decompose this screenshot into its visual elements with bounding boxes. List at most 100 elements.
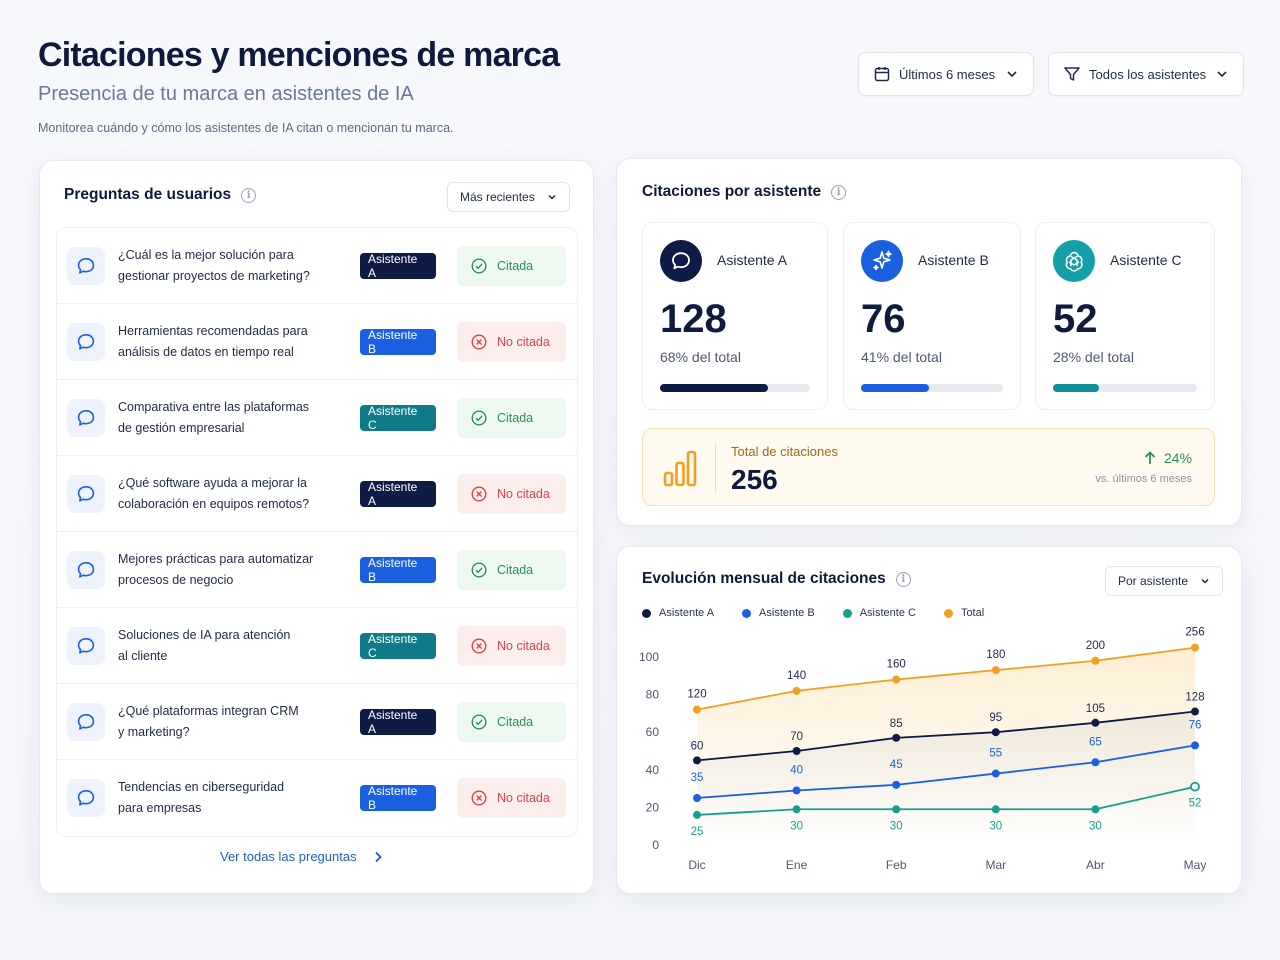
citation-status-label: No citada xyxy=(497,791,550,805)
question-row[interactable]: ¿Qué plataformas integran CRM y marketing… xyxy=(57,684,577,760)
data-label: 105 xyxy=(1086,703,1105,715)
question-row[interactable]: Comparativa entre las plataformas de gest… xyxy=(57,380,577,456)
chevron-down-icon xyxy=(547,192,557,202)
sort-dropdown[interactable]: Más recientes xyxy=(447,182,570,212)
question-line: procesos de negocio xyxy=(118,572,234,587)
x-circle-icon xyxy=(471,333,487,350)
assistant-card[interactable]: Asistente A 128 68% del total xyxy=(642,222,828,410)
data-point xyxy=(892,733,901,742)
question-line: para empresas xyxy=(118,801,202,815)
sparkle-icon xyxy=(861,240,903,282)
question-text: Mejores prácticas para automatizar proces… xyxy=(118,549,338,591)
question-line: de gestión empresarial xyxy=(118,420,245,435)
questions-list-inner: ¿Cuál es la mejor solución para gestionar… xyxy=(56,227,578,837)
question-row[interactable]: Soluciones de IA para atención al cliente… xyxy=(57,608,577,684)
citation-status: Citada xyxy=(457,701,566,742)
data-label: 120 xyxy=(687,689,706,701)
chevron-down-icon xyxy=(1200,576,1210,586)
assistant-name: Asistente C xyxy=(1110,252,1182,268)
user-questions-card: Preguntas de usuarios i Más recientes ¿C… xyxy=(39,160,594,894)
citation-status-label: No citada xyxy=(497,334,550,349)
question-text: Soluciones de IA para atención al cliente xyxy=(118,625,338,667)
legend-dot xyxy=(742,608,752,618)
evolution-title: Evolución mensual de citaciones i xyxy=(642,570,911,588)
assistant-badge: Asistente B xyxy=(360,556,436,584)
citations-title-text: Citaciones por asistente xyxy=(642,183,822,200)
legend-dot xyxy=(842,608,852,618)
data-label: 95 xyxy=(989,712,1002,724)
info-icon[interactable]: i xyxy=(241,187,257,203)
question-row[interactable]: Mejores prácticas para automatizar proces… xyxy=(57,532,577,608)
openai-knot-icon xyxy=(1053,240,1095,282)
chat-bubble-icon xyxy=(67,702,105,741)
bar-chart-icon xyxy=(663,449,697,492)
assistant-name: Asistente A xyxy=(717,252,788,268)
assistant-card[interactable]: Asistente B 76 41% del total xyxy=(843,222,1021,410)
question-row[interactable]: Tendencias en ciberseguridad para empresa… xyxy=(57,760,577,836)
question-text: ¿Qué plataformas integran CRM y marketing… xyxy=(118,701,338,743)
period-filter-dropdown[interactable]: Últimos 6 meses xyxy=(858,52,1034,96)
chat-bubble-icon xyxy=(660,240,702,282)
question-row[interactable]: ¿Qué software ayuda a mejorar la colabora… xyxy=(57,456,577,532)
x-circle-icon xyxy=(471,637,487,654)
user-questions-title: Preguntas de usuarios i xyxy=(64,186,257,204)
data-label: 128 xyxy=(1185,692,1204,704)
assistant-badge: Asistente A xyxy=(360,252,436,280)
question-line: Comparativa entre las plataformas xyxy=(118,399,310,414)
y-tick-label: 0 xyxy=(652,838,659,852)
chart-legend: Asistente A Asistente B Asistente C Total xyxy=(642,607,1012,619)
assistant-badge: Asistente B xyxy=(360,328,436,356)
assistants-filter-dropdown[interactable]: Todos los asistentes xyxy=(1048,52,1244,96)
page-description: Monitorea cuándo y cómo los asistentes d… xyxy=(38,121,454,135)
question-text: ¿Cuál es la mejor solución para gestionar… xyxy=(118,245,338,287)
question-row[interactable]: Herramientas recomendadas para análisis d… xyxy=(57,304,577,380)
data-point xyxy=(693,810,701,819)
user-questions-title-text: Preguntas de usuarios xyxy=(64,186,232,203)
data-point xyxy=(693,756,701,765)
total-citations-box: Total de citaciones 256 24% vs. últimos … xyxy=(642,428,1215,506)
see-all-questions-label: Ver todas las preguntas xyxy=(220,849,357,864)
question-row[interactable]: ¿Cuál es la mejor solución para gestionar… xyxy=(57,228,577,304)
data-label: 85 xyxy=(890,718,903,730)
share-bar-fill xyxy=(1053,384,1099,392)
total-change-value: 24% xyxy=(1163,450,1192,466)
legend-item[interactable]: Total xyxy=(943,607,985,619)
x-circle-icon xyxy=(471,790,487,806)
x-tick-label: Abr xyxy=(1086,858,1105,872)
question-line: colaboración en equipos remotos? xyxy=(118,496,310,511)
check-circle-icon xyxy=(471,713,487,730)
info-icon[interactable]: i xyxy=(895,571,911,587)
data-label: 256 xyxy=(1185,627,1204,639)
group-by-dropdown[interactable]: Por asistente xyxy=(1105,566,1224,596)
data-point xyxy=(1091,805,1100,814)
citation-status-label: No citada xyxy=(497,638,550,653)
y-tick-label: 40 xyxy=(646,763,660,777)
data-point xyxy=(892,675,901,684)
data-point xyxy=(991,666,1000,675)
citation-status: No citada xyxy=(457,321,566,362)
legend-dot xyxy=(642,608,651,618)
x-tick-label: Feb xyxy=(886,858,907,872)
filter-icon xyxy=(1063,65,1081,83)
assistant-count: 76 xyxy=(861,297,906,341)
legend-item[interactable]: Asistente C xyxy=(842,607,916,619)
chat-bubble-icon xyxy=(67,322,105,361)
assistants-filter-label: Todos los asistentes xyxy=(1089,66,1207,82)
series-line-asistente-c xyxy=(696,785,1196,816)
citation-status-label: Citada xyxy=(497,562,534,577)
data-label: 55 xyxy=(989,748,1002,760)
share-bar-fill xyxy=(861,384,929,392)
legend-item[interactable]: Asistente A xyxy=(642,607,714,619)
data-point xyxy=(1191,643,1199,652)
legend-label: Total xyxy=(960,607,985,619)
calendar-icon xyxy=(873,65,891,83)
series-line-asistente-a xyxy=(696,710,1196,762)
see-all-questions-link[interactable]: Ver todas las preguntas xyxy=(220,849,383,864)
info-icon[interactable]: i xyxy=(831,184,847,200)
data-label: 30 xyxy=(790,820,803,832)
legend-label: Asistente A xyxy=(659,607,715,619)
assistant-card[interactable]: Asistente C 52 28% del total xyxy=(1035,222,1215,410)
question-line: Herramientas recomendadas para xyxy=(118,323,308,338)
chat-bubble-icon xyxy=(67,550,105,589)
legend-item[interactable]: Asistente B xyxy=(742,607,815,619)
